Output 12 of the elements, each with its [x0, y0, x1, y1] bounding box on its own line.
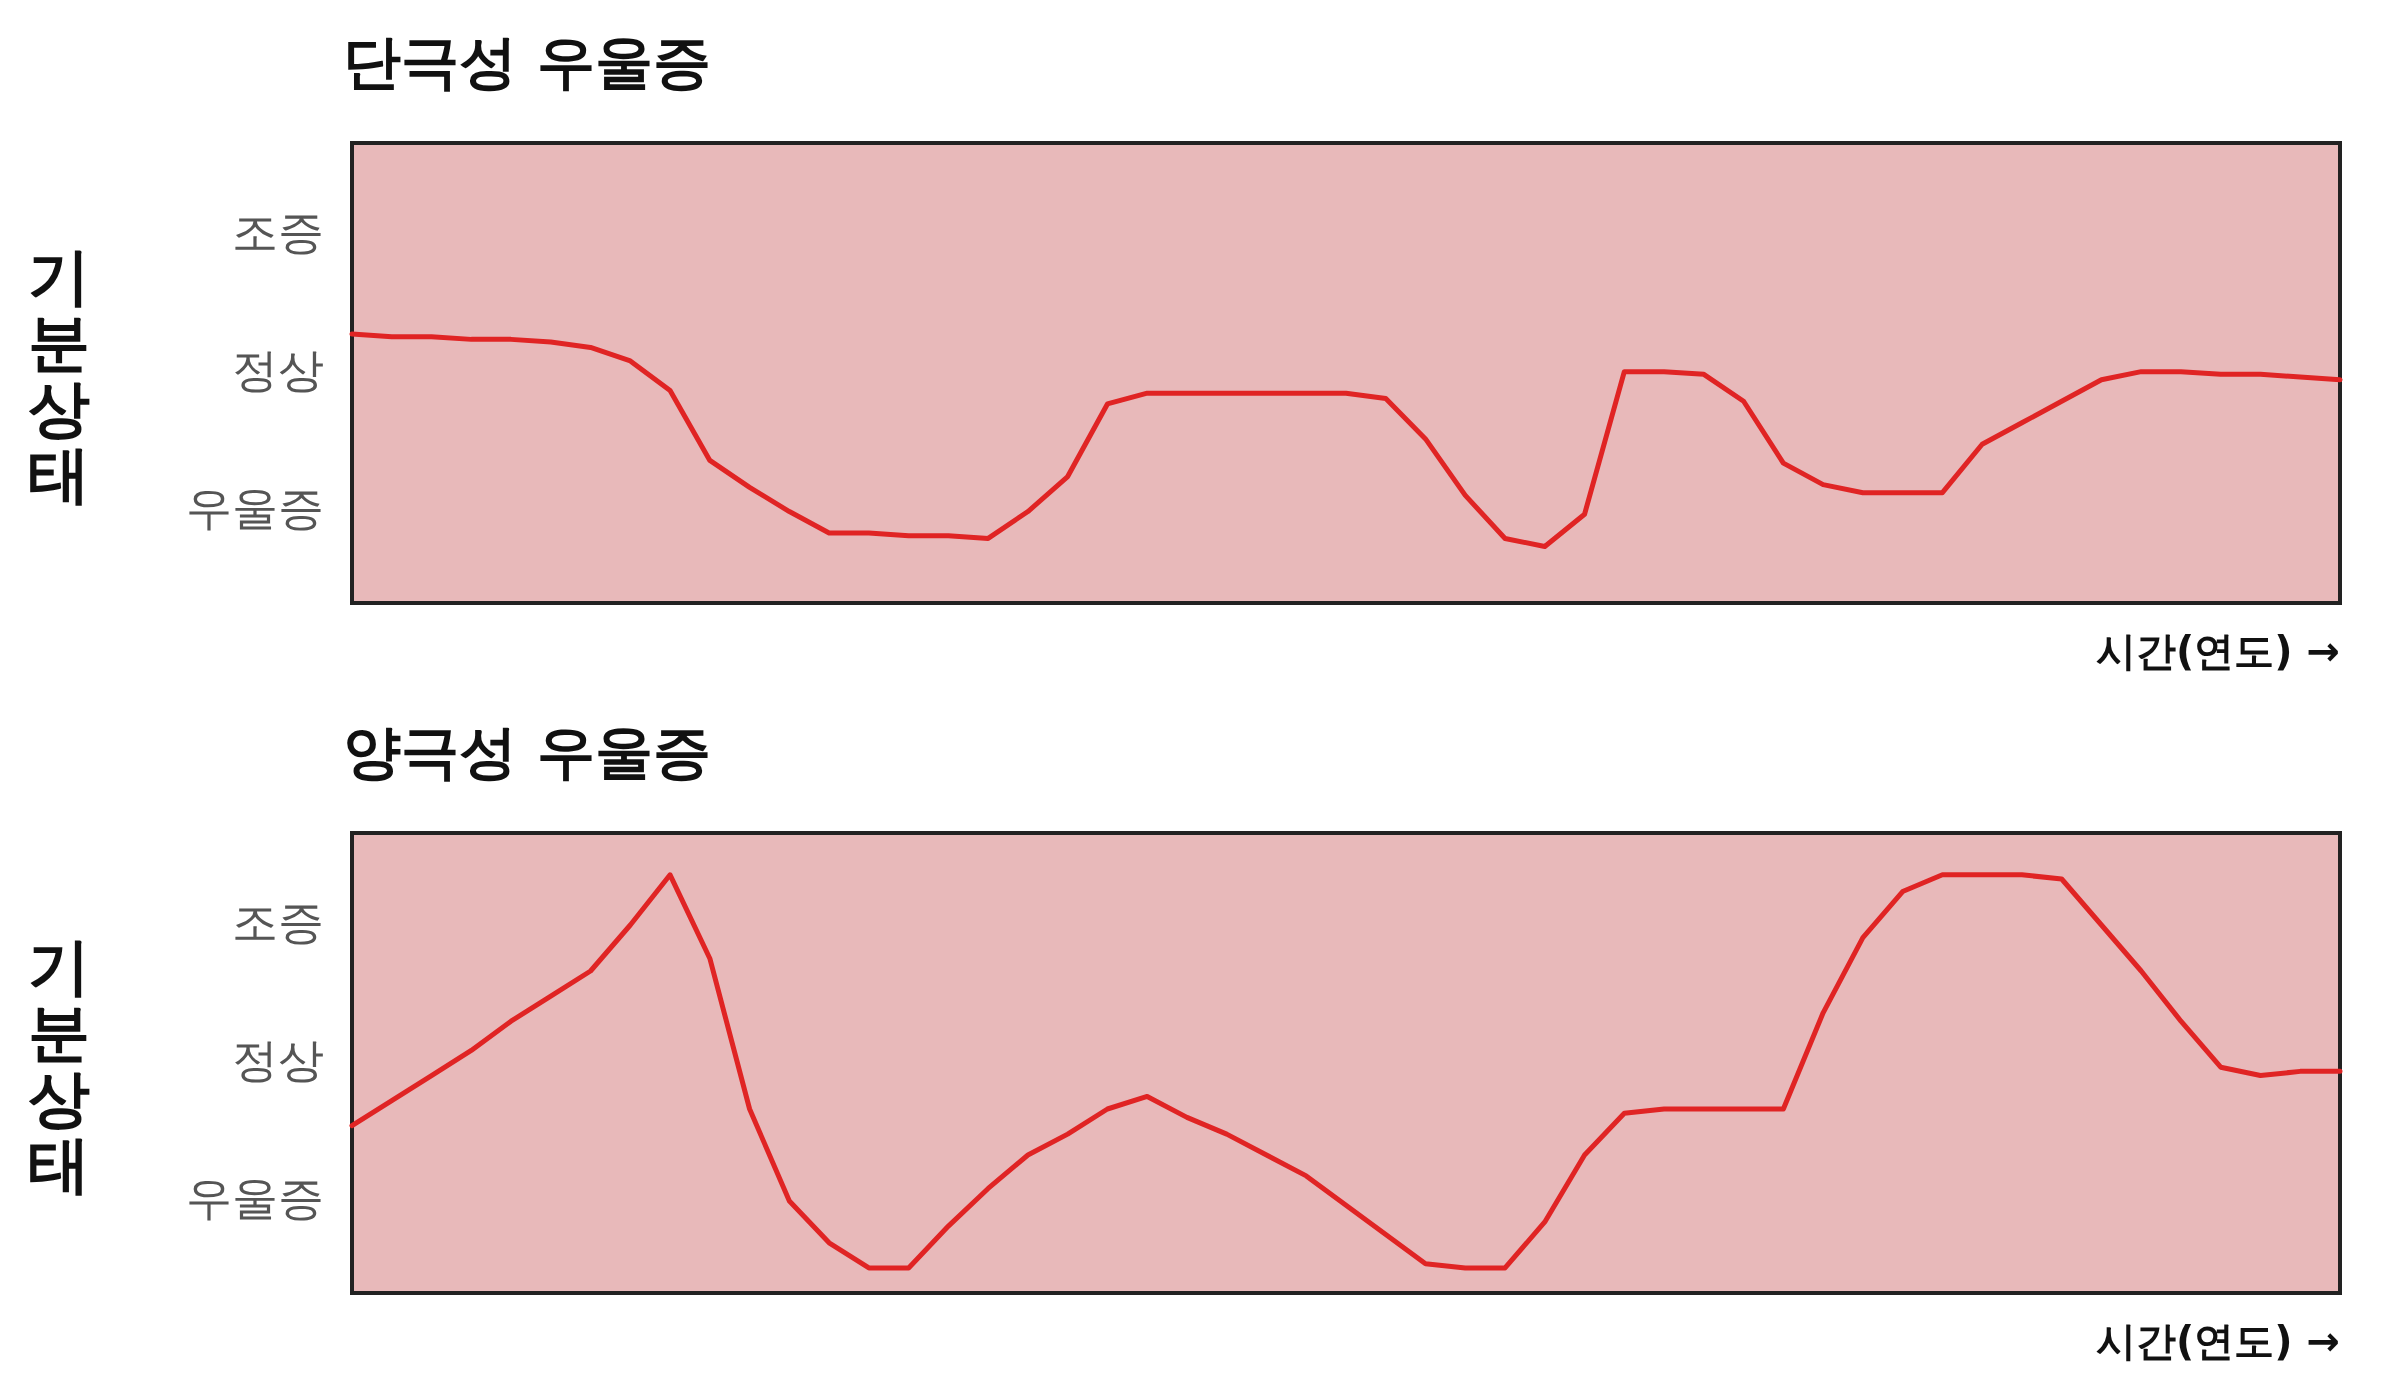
y-axis-title: 기분상태 [28, 239, 90, 511]
text: 조증 [232, 895, 324, 949]
chart-title: 단극성 우울증 [343, 28, 712, 96]
text: 정상 [232, 1033, 324, 1087]
text: 정상 [232, 343, 324, 397]
x-axis-title: 시간(연도) → [2095, 1318, 2340, 1364]
text: 우울증 [186, 481, 324, 535]
y-axis-title: 기분상태 [28, 929, 90, 1201]
text: 우울증 [186, 1171, 324, 1225]
chart-title: 양극성 우울증 [343, 718, 712, 786]
x-axis-title: 시간(연도) → [2095, 628, 2340, 674]
text: 조증 [232, 205, 324, 259]
